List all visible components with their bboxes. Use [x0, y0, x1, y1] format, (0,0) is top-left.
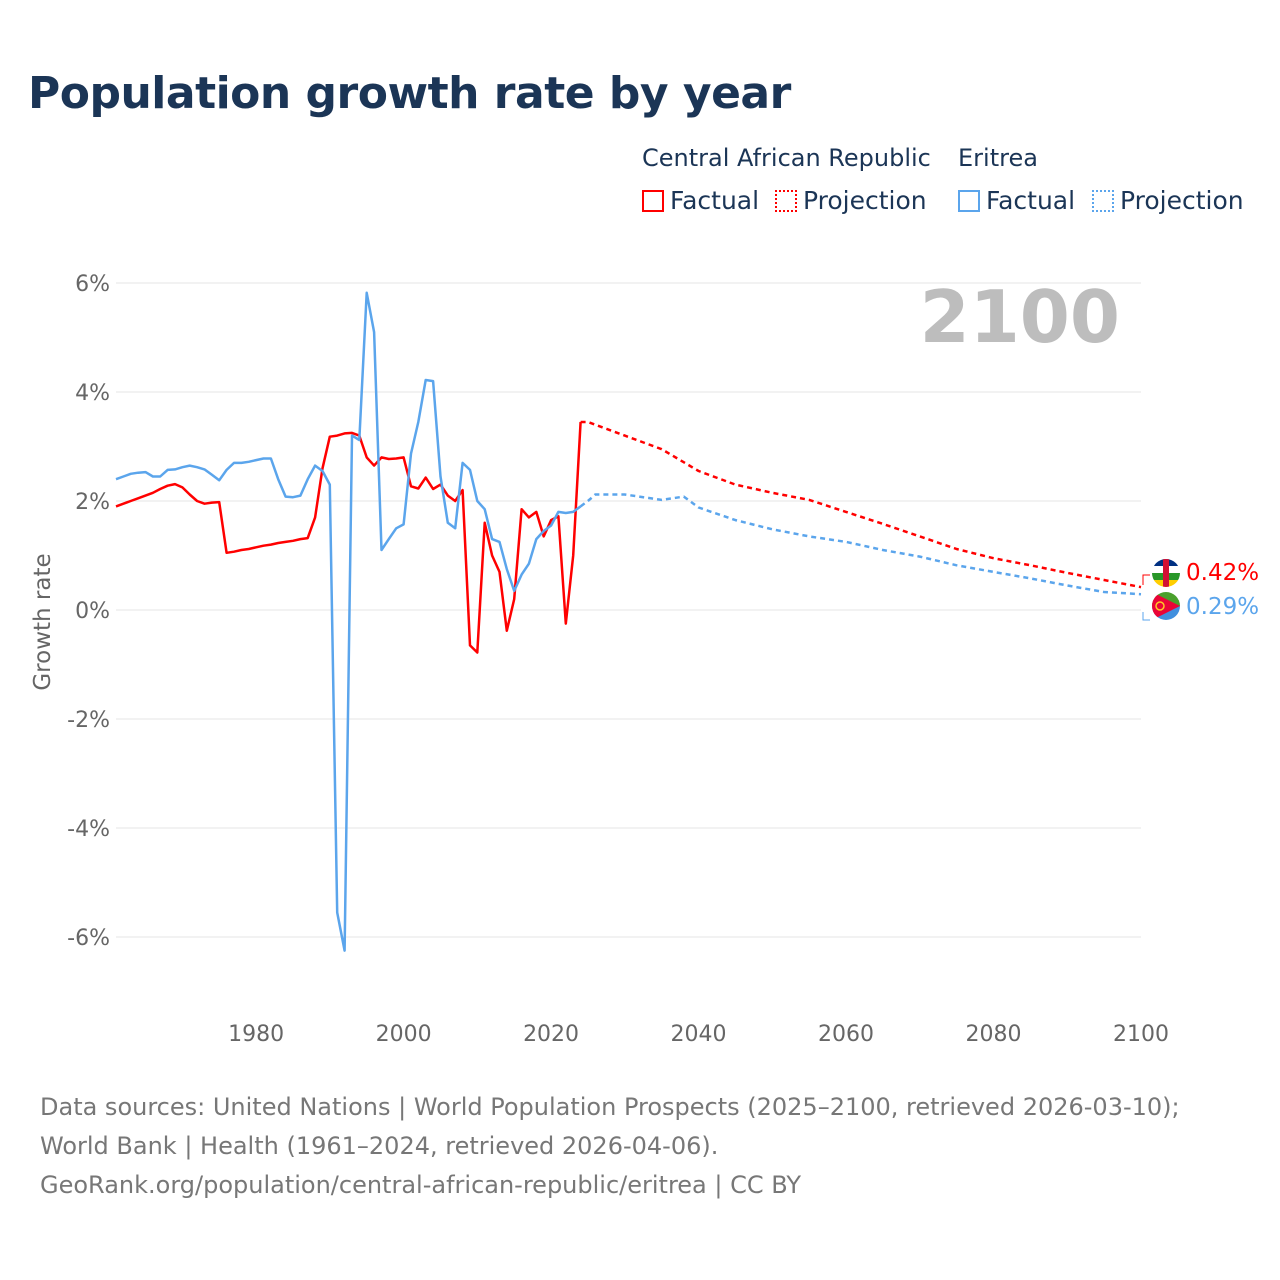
car-end-value: 0.42% — [1186, 560, 1259, 586]
legend-swatch-solid — [642, 189, 664, 212]
plot-area: 6% 4% 2% 0% -2% -4% -6% 1980 2000 2020 2040 2060 208… — [30, 272, 1259, 1047]
eritrea-flag-icon — [1152, 592, 1180, 620]
legend-swatch-solid — [958, 189, 980, 212]
chart-title: Population growth rate by year — [28, 68, 791, 119]
x-tick-label: 2020 — [523, 1022, 579, 1047]
series-line-1 — [580, 420, 1142, 589]
y-tick-label: 4% — [75, 381, 110, 406]
y-tick-label: -4% — [67, 817, 110, 842]
y-tick-label: 6% — [75, 272, 110, 297]
y-tick-label: -2% — [67, 708, 110, 733]
legend-label: Projection — [803, 186, 927, 215]
y-axis-label: Growth rate — [30, 553, 56, 690]
x-tick-label: 2080 — [966, 1022, 1022, 1047]
data-sources: Data sources: United Nations | World Pop… — [40, 1093, 1180, 1160]
series-line-2 — [115, 291, 582, 952]
y-tick-label: 0% — [75, 599, 110, 624]
footer: Data sources: United Nations | World Pop… — [40, 1088, 1240, 1205]
legend-swatch-dotted — [775, 189, 797, 212]
year-watermark: 2100 — [920, 275, 1120, 359]
legend-group-eritrea: Eritrea — [958, 144, 1038, 172]
y-tick-label: 2% — [75, 490, 110, 515]
series-line-3 — [579, 493, 1142, 596]
legend-label: Projection — [1120, 186, 1244, 215]
legend-car-projection[interactable]: Projection — [775, 186, 927, 215]
x-tick-label: 2040 — [671, 1022, 727, 1047]
credit-link[interactable]: GeoRank.org/population/central-african-r… — [40, 1171, 802, 1199]
legend-label: Factual — [986, 186, 1076, 215]
eritrea-end-value: 0.29% — [1186, 594, 1259, 620]
legend-group-car: Central African Republic — [642, 144, 931, 172]
x-tick-label: 2060 — [818, 1022, 874, 1047]
car-connector — [1142, 574, 1150, 585]
legend-eritrea-factual[interactable]: Factual — [958, 186, 1075, 215]
eritrea-connector — [1142, 612, 1150, 621]
x-tick-label: 1980 — [228, 1022, 284, 1047]
legend-swatch-dotted — [1092, 189, 1114, 212]
legend-eritrea-projection[interactable]: Projection — [1092, 186, 1244, 215]
x-tick-label: 2100 — [1113, 1022, 1169, 1047]
legend-car-factual[interactable]: Factual — [642, 186, 759, 215]
series-line-0 — [115, 421, 582, 654]
x-tick-label: 2000 — [376, 1022, 432, 1047]
legend-label: Factual — [670, 186, 760, 215]
car-flag-icon — [1152, 559, 1180, 587]
y-tick-label: -6% — [67, 926, 110, 951]
